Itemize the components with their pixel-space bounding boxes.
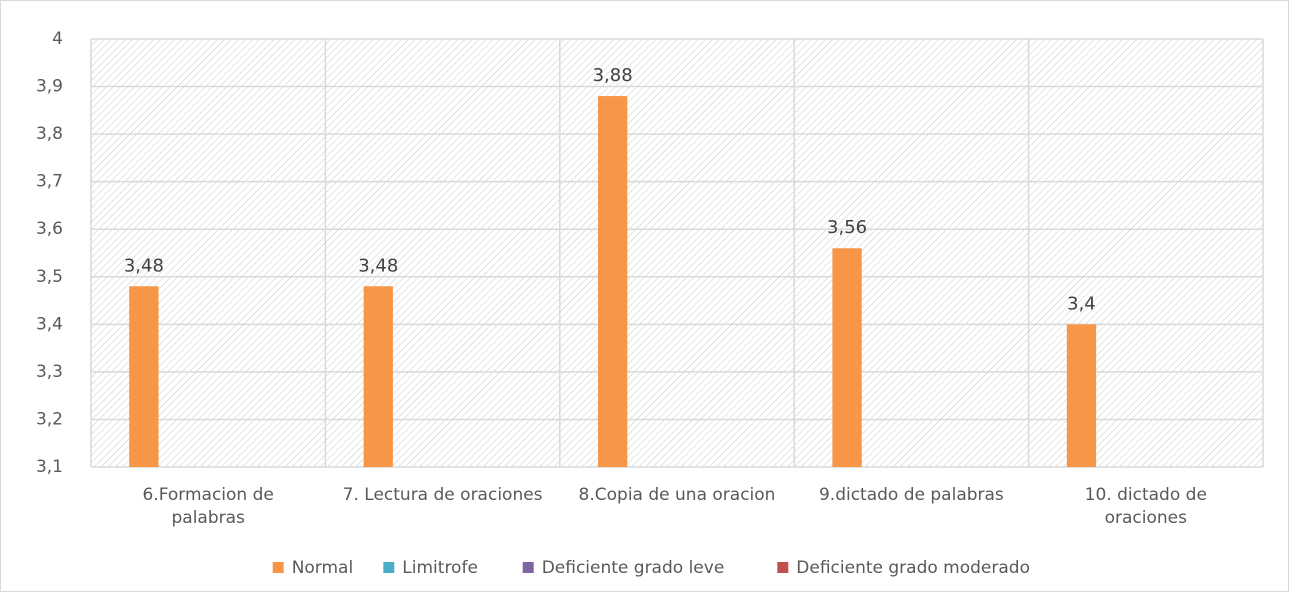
y-tick-label: 3,1 bbox=[36, 457, 63, 477]
bar bbox=[363, 286, 393, 467]
legend-swatch bbox=[272, 562, 284, 573]
legend-label: Normal bbox=[292, 558, 354, 578]
y-tick-label: 3,3 bbox=[36, 362, 63, 382]
data-label: 3,48 bbox=[358, 255, 398, 276]
data-label: 3,56 bbox=[827, 217, 867, 238]
x-tick-label: 6.Formacion de palabras bbox=[142, 485, 274, 528]
data-label: 3,4 bbox=[1067, 293, 1096, 314]
legend-label: Deficiente grado moderado bbox=[796, 558, 1030, 578]
legend-label: Limitrofe bbox=[402, 558, 478, 578]
y-tick-label: 3,4 bbox=[36, 314, 63, 334]
y-tick-label: 3,9 bbox=[36, 77, 63, 97]
x-tick-label: 7. Lectura de oraciones bbox=[342, 485, 543, 505]
bar bbox=[598, 96, 628, 468]
x-tick-label: 9.dictado de palabras bbox=[818, 485, 1004, 505]
y-tick-label: 3,5 bbox=[36, 267, 63, 287]
data-label: 3,88 bbox=[593, 65, 633, 86]
bar bbox=[1066, 324, 1097, 467]
y-tick-label: 3,2 bbox=[36, 409, 63, 429]
y-tick-label: 3,6 bbox=[36, 219, 63, 239]
y-tick-label: 4 bbox=[52, 29, 63, 49]
x-tick-label: 10. dictado de oraciones bbox=[1084, 485, 1207, 528]
legend-swatch bbox=[522, 562, 534, 573]
legend-swatch bbox=[777, 562, 789, 573]
y-tick-label: 3,8 bbox=[36, 124, 63, 144]
bar bbox=[832, 248, 862, 467]
legend-swatch bbox=[383, 562, 395, 573]
data-label: 3,48 bbox=[124, 255, 164, 276]
y-tick-label: 3,7 bbox=[36, 172, 63, 192]
legend-label: Deficiente grado leve bbox=[542, 558, 725, 578]
x-tick-label: 8.Copia de una oracion bbox=[578, 485, 776, 505]
bar bbox=[129, 286, 159, 467]
